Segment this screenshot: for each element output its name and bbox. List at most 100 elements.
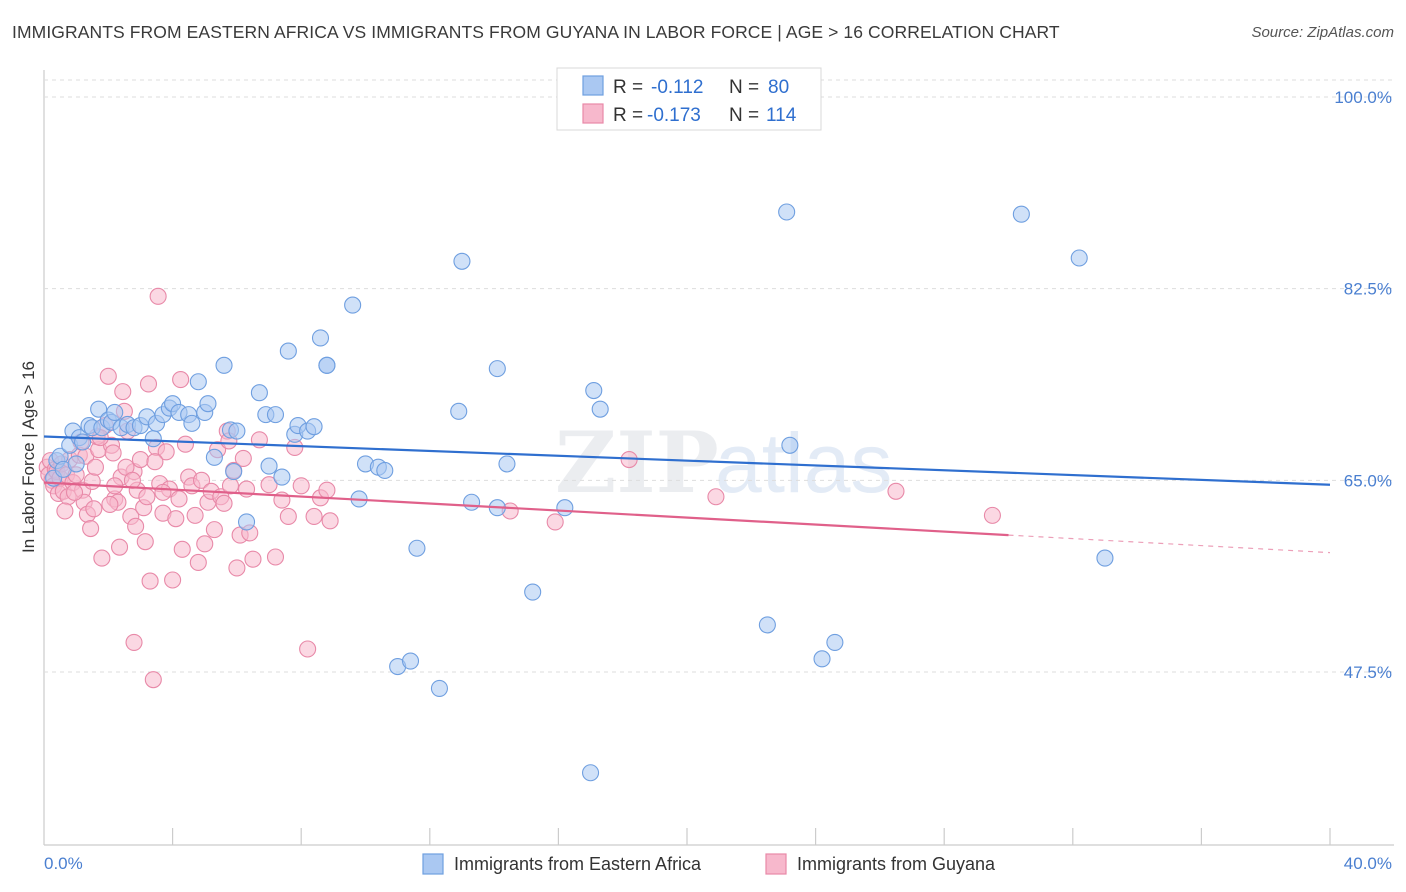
gridlines	[44, 79, 1394, 673]
point-eastern-africa-38	[250, 384, 268, 402]
point-eastern-africa-78	[1096, 549, 1114, 567]
point-guyana-58	[192, 471, 211, 489]
point-eastern-africa-77	[1070, 249, 1088, 267]
y-axis-tick-labels: 100.0% 82.5% 65.0% 47.5%	[1334, 88, 1392, 682]
point-guyana-40	[138, 488, 156, 506]
point-eastern-africa-32	[205, 448, 223, 466]
legend-r-label-blue: R =	[613, 77, 643, 98]
point-guyana-106	[104, 444, 122, 462]
point-guyana-21	[82, 519, 100, 538]
point-eastern-africa-11	[90, 400, 108, 418]
point-guyana-90	[123, 471, 141, 489]
point-guyana-38	[131, 450, 149, 469]
point-guyana-101	[172, 371, 190, 389]
watermark: ZIP atlas	[555, 413, 892, 512]
bottom-legend-swatch-guyana	[765, 853, 787, 875]
point-eastern-africa-75	[826, 633, 844, 651]
trend-line-eastern-africa	[43, 435, 1331, 486]
point-eastern-africa-29	[189, 373, 207, 391]
point-guyana-26	[93, 549, 111, 567]
point-eastern-africa-36	[228, 422, 246, 440]
point-guyana-53	[176, 435, 195, 453]
point-guyana-51	[170, 490, 188, 508]
chart-title: IMMIGRANTS FROM EASTERN AFRICA VS IMMIGR…	[12, 22, 1060, 42]
point-eastern-africa-72	[781, 436, 799, 454]
point-guyana-92	[146, 453, 164, 471]
point-guyana-93	[154, 483, 172, 501]
point-guyana-69	[228, 559, 246, 577]
point-guyana-97	[114, 383, 132, 401]
legend-n-label-pink: N =	[729, 105, 759, 126]
point-guyana-74	[244, 550, 262, 568]
point-guyana-47	[157, 443, 175, 461]
legend-r-value-pink: -0.173	[647, 105, 701, 126]
x-tick-label-min: 0.0%	[44, 854, 83, 873]
legend-r-label-pink: R =	[613, 105, 643, 126]
point-guyana-100	[125, 633, 143, 651]
legend-n-value-blue: 80	[768, 77, 789, 98]
point-eastern-africa-28	[183, 414, 201, 432]
bottom-legend-label-guyana: Immigrants from Guyana	[797, 854, 996, 874]
legend-n-value-pink: 114	[766, 105, 797, 126]
point-eastern-africa-76	[1012, 205, 1030, 223]
point-guyana-79	[279, 507, 297, 526]
point-eastern-africa-51	[344, 296, 362, 314]
legend-swatch-blue	[582, 75, 604, 96]
y-tick-label-1: 82.5%	[1344, 280, 1392, 299]
point-guyana-86	[321, 512, 339, 530]
series-eastern-africa-points	[45, 203, 1114, 782]
y-tick-label-0: 100.0%	[1334, 88, 1392, 107]
point-eastern-africa-40	[260, 457, 278, 475]
trend-lines	[43, 435, 1331, 554]
point-guyana-91	[136, 533, 154, 551]
point-guyana-103	[65, 483, 84, 501]
point-guyana-85	[318, 481, 336, 499]
point-guyana-76	[260, 476, 278, 494]
point-eastern-africa-74	[813, 650, 831, 668]
trend-line-guyana	[43, 481, 1009, 537]
point-eastern-africa-60	[450, 402, 468, 420]
point-guyana-65	[215, 494, 233, 512]
point-eastern-africa-63	[488, 360, 506, 378]
point-guyana-110	[887, 482, 905, 500]
y-tick-label-2: 65.0%	[1344, 471, 1392, 490]
point-guyana-59	[196, 535, 214, 553]
point-eastern-africa-64	[498, 455, 516, 473]
point-eastern-africa-70	[581, 764, 600, 782]
x-tick-label-max: 40.0%	[1344, 854, 1392, 873]
point-guyana-49	[164, 571, 182, 589]
point-guyana-52	[173, 540, 191, 558]
point-eastern-africa-59	[430, 679, 448, 697]
point-guyana-41	[141, 572, 159, 590]
point-guyana-57	[189, 553, 207, 572]
legend-r-value-blue: -0.112	[651, 77, 703, 98]
point-eastern-africa-21	[144, 430, 162, 448]
point-eastern-africa-73	[778, 203, 796, 221]
x-axis-ticks	[172, 828, 1331, 845]
point-guyana-82	[299, 640, 317, 658]
point-guyana-96	[101, 495, 119, 513]
source-credit: Source: ZipAtlas.com	[1251, 24, 1394, 41]
trend-line-guyana-extrapolated	[1008, 534, 1331, 554]
point-guyana-99	[139, 375, 158, 393]
point-guyana-50	[167, 510, 185, 528]
correlation-legend: R = -0.112 N = 80 R = -0.173 N = 114	[556, 67, 822, 131]
legend-swatch-pink	[582, 103, 604, 124]
point-eastern-africa-43	[279, 342, 297, 360]
point-eastern-africa-61	[463, 493, 481, 511]
point-eastern-africa-35	[225, 463, 243, 481]
point-guyana-111	[983, 506, 1001, 524]
point-eastern-africa-31	[199, 395, 217, 413]
point-eastern-africa-62	[453, 252, 471, 270]
point-eastern-africa-48	[311, 329, 330, 347]
point-eastern-africa-33	[215, 356, 233, 374]
point-eastern-africa-50	[318, 356, 336, 374]
bottom-legend-swatch-eastern-africa	[422, 853, 444, 875]
point-guyana-62	[205, 521, 223, 539]
point-guyana-24	[86, 458, 104, 476]
point-eastern-africa-6	[67, 455, 85, 473]
point-guyana-42	[144, 671, 162, 689]
point-eastern-africa-55	[376, 461, 394, 480]
point-guyana-71	[234, 449, 252, 467]
bottom-legend-label-eastern-africa: Immigrants from Eastern Africa	[454, 854, 702, 874]
